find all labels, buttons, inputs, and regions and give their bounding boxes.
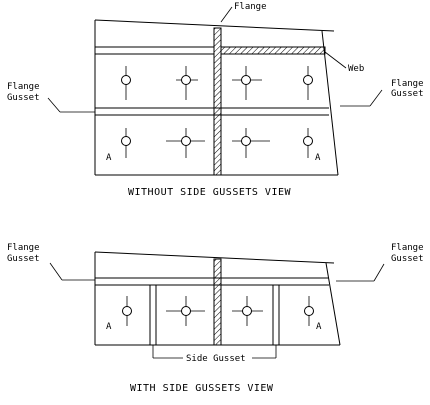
point-a-right: A <box>316 322 322 332</box>
side-gussets <box>149 285 280 345</box>
bottom-central-flange <box>213 258 222 346</box>
right-flange-gusset-label-line2: Gusset <box>391 89 424 99</box>
point-a-right: A <box>315 153 321 163</box>
right-flange-gusset-label-line2: Gusset <box>391 254 424 264</box>
top-leader-lines <box>47 6 383 113</box>
right-flange-gusset-label-line1: Flange <box>391 79 424 89</box>
hole-marker <box>232 66 262 100</box>
top-upper-holes <box>121 66 313 100</box>
top-middle-gusset-bar <box>95 107 329 116</box>
left-flange-gusset-label-line2: Gusset <box>7 93 40 103</box>
point-a-left: A <box>106 322 112 332</box>
bottom-view-caption: WITH SIDE GUSSETS VIEW <box>130 383 274 394</box>
top-view: Flange Web Flange Gusset Flange Gusset A… <box>7 2 424 198</box>
bottom-leader-lines <box>49 262 385 282</box>
hole-marker <box>166 296 205 326</box>
hole-marker <box>304 296 314 326</box>
web-label: Web <box>348 64 364 74</box>
left-flange-gusset-label-line1: Flange <box>7 243 40 253</box>
hole-marker <box>166 128 205 158</box>
left-flange-gusset-label-line1: Flange <box>7 82 40 92</box>
left-flange-gusset-label-line2: Gusset <box>7 254 40 264</box>
top-flange-bar <box>95 46 214 55</box>
bottom-holes <box>122 296 314 326</box>
top-view-caption: WITHOUT SIDE GUSSETS VIEW <box>128 187 291 198</box>
web-strip <box>220 46 326 55</box>
right-flange-gusset-label-line1: Flange <box>391 243 424 253</box>
hole-marker <box>232 296 263 326</box>
hole-marker <box>176 66 198 100</box>
bottom-view: Flange Gusset Flange Gusset A A Side Gus… <box>7 243 424 394</box>
side-gusset-label: Side Gusset <box>186 354 246 364</box>
top-lower-holes <box>121 128 313 158</box>
bottom-flange-bar <box>95 277 329 286</box>
top-central-flange <box>213 27 222 176</box>
hole-marker <box>232 128 270 158</box>
hole-marker <box>303 128 313 158</box>
hole-marker <box>122 296 132 326</box>
hole-marker <box>121 66 131 100</box>
point-a-left: A <box>106 153 112 163</box>
hole-marker <box>121 128 131 158</box>
side-gusset-bracket <box>152 345 277 359</box>
hole-marker <box>303 66 313 100</box>
flange-label: Flange <box>234 2 267 12</box>
